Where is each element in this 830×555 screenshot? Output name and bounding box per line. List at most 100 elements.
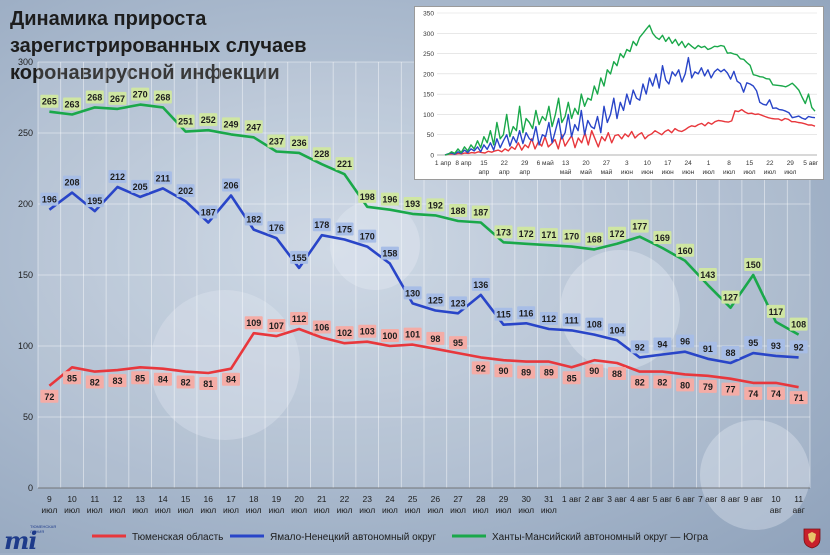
legend-label: Тюменская область: [132, 531, 223, 543]
data-label-box: [766, 304, 785, 318]
x-tick-label: 17: [226, 494, 236, 504]
data-label: 173: [496, 227, 511, 237]
data-label: 136: [473, 280, 488, 290]
data-label-box: [358, 229, 377, 243]
data-label: 81: [203, 379, 213, 389]
x-tick-label: авг: [770, 505, 782, 515]
data-label: 85: [67, 373, 77, 383]
data-label: 104: [609, 325, 624, 335]
data-label-box: [517, 226, 536, 240]
data-label-box: [222, 372, 240, 386]
x-tick-label: июл: [450, 505, 466, 515]
data-label: 116: [519, 308, 534, 318]
inset-x-tick-label: май: [601, 168, 613, 176]
data-label: 77: [726, 385, 736, 395]
data-label-box: [630, 375, 649, 389]
data-label-box: [539, 365, 558, 379]
data-label: 176: [269, 223, 284, 233]
data-label-box: [494, 364, 513, 378]
data-label: 92: [635, 342, 645, 352]
inset-x-tick-label: апр: [478, 169, 489, 176]
data-label-box: [290, 250, 309, 264]
data-label-box: [40, 389, 59, 403]
data-label-box: [744, 258, 763, 271]
inset-y-tick-label: 200: [423, 71, 434, 78]
data-label: 127: [723, 293, 738, 303]
inset-x-tick-label: 29: [787, 160, 795, 167]
inset-x-tick-label: 20: [582, 160, 590, 167]
data-label-box: [517, 365, 536, 379]
inset-x-tick-label: июл: [784, 169, 796, 176]
x-tick-label: 5 авг: [653, 494, 672, 504]
data-label-box: [403, 327, 422, 341]
data-label-box: [426, 331, 445, 345]
x-tick-label: июл: [110, 505, 126, 515]
x-tick-label: июл: [314, 505, 330, 515]
data-label-box: [108, 374, 127, 388]
data-label-box: [698, 341, 717, 355]
data-label-box: [471, 205, 490, 219]
data-label-box: [653, 337, 672, 351]
inset-x-tick-label: 27: [603, 160, 611, 167]
x-tick-label: июл: [427, 505, 443, 515]
x-tick-label: 11: [794, 494, 803, 504]
x-tick-label: июл: [64, 505, 80, 515]
data-label: 249: [223, 119, 238, 129]
data-label: 90: [498, 366, 508, 376]
data-label: 98: [430, 334, 440, 344]
data-label-box: [630, 340, 649, 354]
data-label: 168: [587, 234, 602, 244]
data-label: 143: [700, 270, 715, 280]
data-label: 158: [382, 249, 397, 259]
data-label-box: [290, 311, 309, 325]
data-label-box: [698, 267, 717, 281]
x-tick-label: июл: [518, 505, 534, 515]
data-label: 82: [181, 378, 191, 388]
data-label-box: [766, 386, 785, 400]
logo: mi ТЮМЕНСКАЯ ЛИНИЯ: [4, 524, 60, 555]
data-label: 268: [155, 92, 170, 102]
data-label: 171: [541, 230, 556, 240]
data-label: 263: [65, 100, 80, 110]
inset-x-tick-label: 8: [727, 160, 731, 167]
data-label-box: [539, 228, 558, 242]
data-label: 112: [542, 314, 557, 324]
data-label-box: [131, 87, 150, 101]
page-title: Динамика прироста зарегистрированных слу…: [10, 8, 307, 84]
data-label-box: [789, 391, 808, 405]
x-tick-label: 23: [363, 494, 373, 504]
data-label-box: [426, 198, 445, 212]
x-tick-label: 22: [340, 494, 350, 504]
x-tick-label: июл: [87, 505, 103, 515]
data-label-box: [63, 175, 82, 189]
data-label: 106: [314, 322, 329, 332]
inset-x-tick-label: июн: [682, 169, 695, 176]
x-tick-label: июл: [41, 505, 57, 515]
x-tick-label: 10: [771, 494, 781, 504]
data-label-box: [244, 212, 263, 226]
x-tick-label: июл: [200, 505, 216, 515]
data-label-box: [199, 113, 218, 127]
data-label: 130: [405, 288, 420, 298]
data-label-box: [494, 307, 513, 321]
data-label: 221: [337, 159, 352, 169]
data-label: 251: [178, 117, 193, 127]
data-label: 111: [565, 315, 579, 325]
data-label-box: [562, 229, 581, 243]
data-label: 125: [428, 296, 443, 306]
y-tick-label: 0: [28, 483, 33, 493]
background-virus-shape: [150, 290, 300, 440]
data-label: 236: [292, 138, 307, 148]
data-label: 79: [703, 382, 713, 392]
data-label: 160: [678, 246, 693, 256]
data-label: 103: [360, 327, 375, 337]
x-tick-label: 9 авг: [744, 494, 763, 504]
data-label: 71: [794, 393, 804, 403]
inset-x-tick-label: июн: [621, 169, 634, 176]
data-label: 82: [635, 378, 645, 388]
data-label: 175: [337, 225, 352, 235]
x-tick-label: 26: [431, 494, 441, 504]
data-label-box: [676, 243, 695, 257]
x-tick-label: 13: [135, 494, 145, 504]
inset-series-line: [444, 24, 816, 156]
